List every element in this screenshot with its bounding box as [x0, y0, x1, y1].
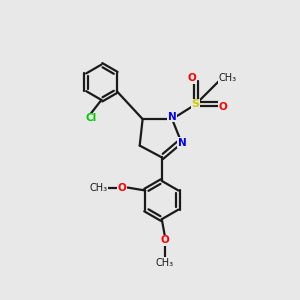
Text: O: O	[188, 74, 197, 83]
Text: N: N	[178, 138, 187, 148]
Text: O: O	[118, 182, 127, 193]
Text: CH₃: CH₃	[218, 74, 236, 83]
Text: Cl: Cl	[85, 113, 97, 123]
Text: CH₃: CH₃	[89, 182, 107, 193]
Text: CH₃: CH₃	[156, 258, 174, 268]
Text: O: O	[160, 236, 169, 245]
Text: O: O	[218, 102, 227, 112]
Text: S: S	[192, 99, 200, 110]
Text: N: N	[168, 112, 176, 122]
